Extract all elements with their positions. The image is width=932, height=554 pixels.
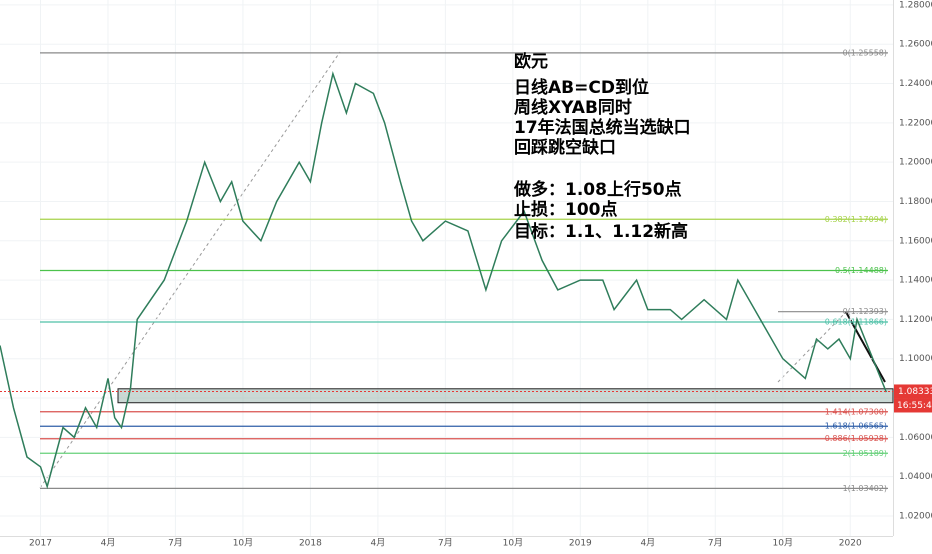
x-tick-label: 4月 xyxy=(101,538,116,549)
annotation: 目标：1.1、1.12新高 xyxy=(514,221,688,242)
price-box xyxy=(894,384,932,399)
y-tick-label: 1.20000 xyxy=(899,158,932,168)
x-tick-label: 4月 xyxy=(371,538,386,549)
y-tick-label: 1.12000 xyxy=(899,315,932,325)
annotation: 17年法国总统当选缺口 xyxy=(514,117,691,138)
fib-label: 0.5(1.14488) xyxy=(835,266,887,275)
time-box xyxy=(894,398,932,413)
y-tick-label: 1.22000 xyxy=(899,118,932,128)
fib-label: 2(1.05189) xyxy=(843,449,887,458)
x-tick-label: 7月 xyxy=(708,538,723,549)
x-tick-label: 2018 xyxy=(299,539,322,549)
y-tick-label: 1.18000 xyxy=(899,197,932,207)
y-tick-label: 1.02000 xyxy=(899,511,932,521)
fib-label: 0(1.25558) xyxy=(843,48,887,57)
x-tick-label: 7月 xyxy=(168,538,183,549)
y-tick-label: 1.06000 xyxy=(899,433,932,443)
x-tick-label: 7月 xyxy=(438,538,453,549)
y-tick-label: 1.24000 xyxy=(899,79,932,89)
fib-label: 0(1.12393) xyxy=(843,307,887,316)
annotation: 日线AB=CD到位 xyxy=(514,77,649,98)
x-tick-label: 10月 xyxy=(773,538,793,549)
y-tick-label: 1.26000 xyxy=(899,40,932,50)
fib-label: 0.382(1.17094) xyxy=(825,215,887,224)
price-label: 1.08333 xyxy=(898,387,932,397)
fib-label: 0.886(1.05928) xyxy=(825,434,887,443)
y-tick-label: 1.16000 xyxy=(899,236,932,246)
gap-zone xyxy=(117,388,894,404)
y-tick-label: 1.10000 xyxy=(899,354,932,364)
y-tick-label: 1.28000 xyxy=(899,0,932,10)
annotation: 欧元 xyxy=(514,51,548,72)
y-tick-label: 1.04000 xyxy=(899,472,932,482)
fib-label: 1(1.03402) xyxy=(843,484,887,493)
time-label: 16:55:47 xyxy=(897,401,932,411)
fib-label: 1.414(1.07300) xyxy=(825,407,887,416)
pattern-line xyxy=(777,311,847,383)
annotation: 止损：100点 xyxy=(514,199,618,220)
annotation: 做多：1.08上行50点 xyxy=(513,179,682,200)
x-tick-label: 10月 xyxy=(503,538,523,549)
x-tick-label: 4月 xyxy=(640,538,655,549)
y-tick-label: 1.14000 xyxy=(899,276,932,286)
fib-label: 1.618(1.06565) xyxy=(825,422,887,431)
pattern-line xyxy=(845,311,886,383)
price-line xyxy=(0,70,887,490)
annotation: 回踩跳空缺口 xyxy=(514,137,616,158)
x-tick-label: 2020 xyxy=(839,539,862,549)
x-tick-label: 2017 xyxy=(29,539,52,549)
x-tick-label: 10月 xyxy=(233,538,253,549)
annotation: 周线XYAB同时 xyxy=(514,97,632,118)
x-tick-label: 2019 xyxy=(569,539,592,549)
